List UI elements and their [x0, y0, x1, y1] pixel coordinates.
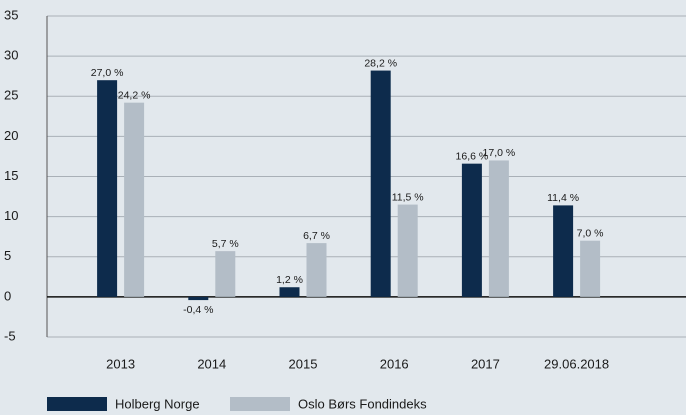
legend-swatch: [47, 397, 107, 411]
value-label: 11,5 %: [392, 191, 424, 203]
legend-label: Oslo Børs Fondindeks: [298, 396, 427, 411]
y-tick-label: 5: [4, 248, 11, 263]
bar: [279, 287, 300, 297]
bar: [461, 163, 482, 297]
value-label: 16,6 %: [456, 150, 489, 162]
value-label: 24,2 %: [118, 89, 151, 101]
y-tick-label: 15: [4, 168, 18, 183]
y-tick-label: -5: [4, 328, 16, 343]
value-label: 27,0 %: [91, 67, 124, 79]
value-label: -0,4 %: [183, 304, 213, 316]
bar: [580, 240, 601, 297]
bar: [124, 102, 145, 297]
x-tick-label: 29.06.2018: [544, 356, 609, 371]
bar: [397, 204, 418, 297]
value-label: 11,4 %: [547, 192, 579, 204]
bar: [488, 160, 509, 297]
value-label: 6,7 %: [303, 230, 330, 242]
bar: [306, 243, 327, 297]
value-label: 17,0 %: [483, 147, 516, 159]
bar: [97, 80, 118, 297]
x-tick-label: 2014: [197, 356, 226, 371]
bar: [553, 205, 574, 297]
value-label: 1,2 %: [276, 274, 303, 286]
bar: [370, 70, 391, 297]
y-tick-label: 30: [4, 48, 18, 63]
legend-swatch: [230, 397, 290, 411]
bar: [215, 251, 236, 297]
legend-label: Holberg Norge: [115, 396, 200, 411]
y-tick-label: 35: [4, 7, 18, 22]
bar: [188, 296, 209, 301]
x-tick-label: 2017: [471, 356, 500, 371]
value-label: 7,0 %: [577, 227, 604, 239]
y-tick-label: 10: [4, 208, 18, 223]
value-label: 28,2 %: [364, 57, 397, 69]
y-tick-label: 0: [4, 288, 11, 303]
y-tick-label: 20: [4, 128, 18, 143]
value-label: 5,7 %: [212, 238, 239, 250]
x-tick-label: 2015: [289, 356, 318, 371]
x-tick-label: 2016: [380, 356, 409, 371]
y-tick-label: 25: [4, 88, 18, 103]
x-tick-label: 2013: [106, 356, 135, 371]
